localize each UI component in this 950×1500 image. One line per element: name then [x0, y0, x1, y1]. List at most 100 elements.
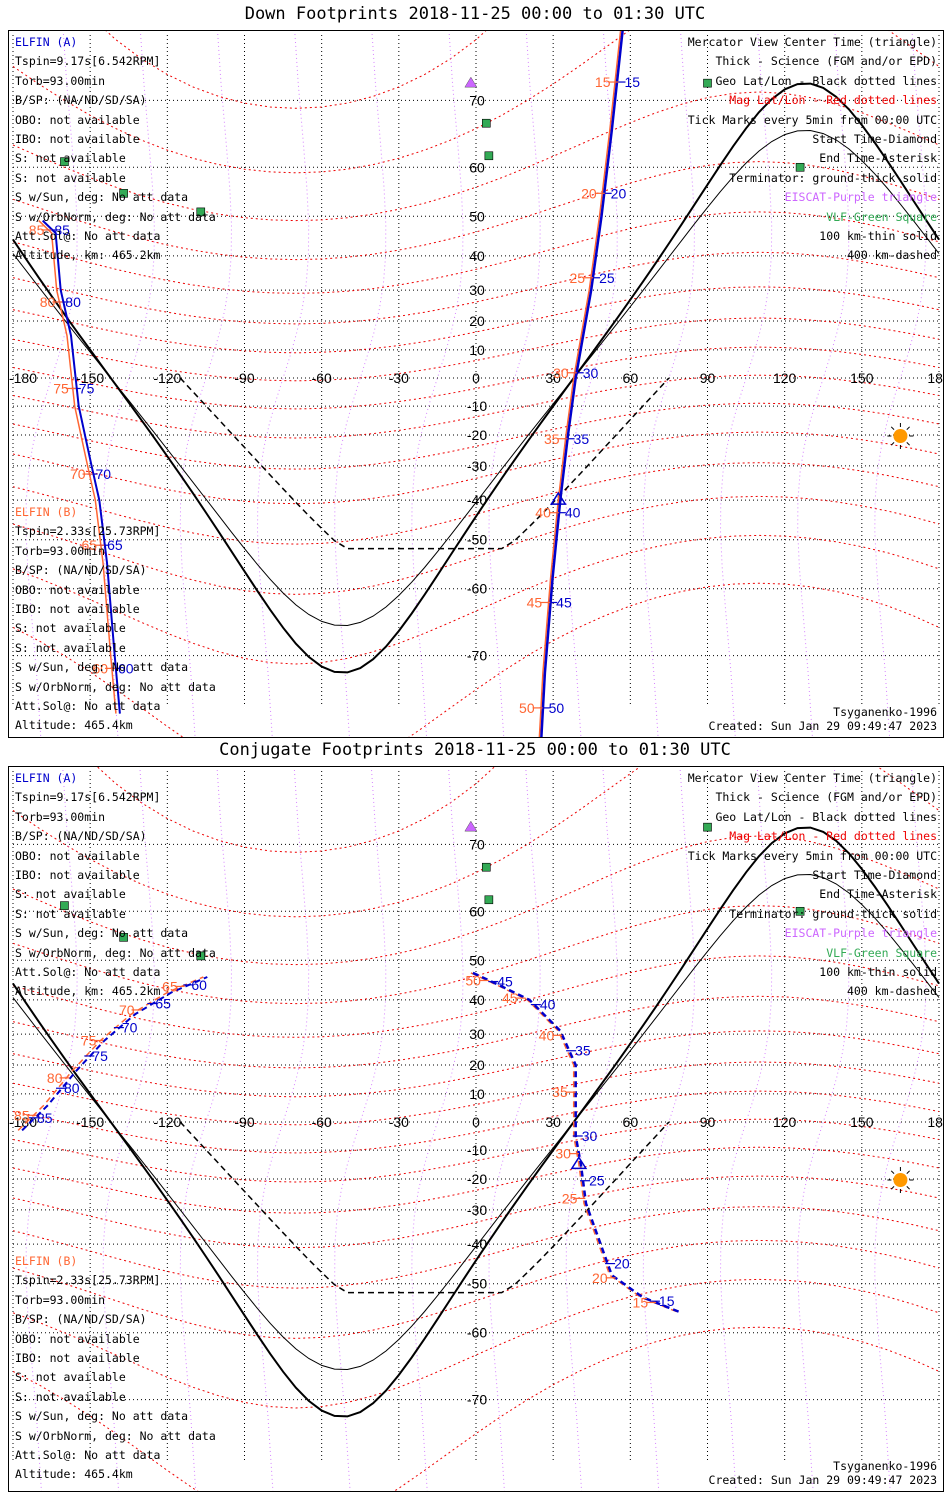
mag-parallel [12, 955, 940, 1038]
vlf-square [196, 207, 206, 217]
legend-dashed: 400 km-dashed [846, 984, 937, 999]
sat-b-line: S: not available [15, 1370, 126, 1385]
mag-meridian [179, 767, 233, 1491]
track-a-east-label: 20 [611, 185, 627, 201]
lat-tick-label: -30 [467, 458, 487, 474]
sun-ray [906, 1186, 910, 1190]
eiscat-triangle [464, 820, 478, 832]
lon-tick-label: -60 [312, 1114, 332, 1130]
lon-tick-label: 0 [472, 370, 480, 386]
map-panel-down: -180 -150 -120 -90 -60 -30 0 30 60 90 120 150 180 70 6… [8, 30, 944, 738]
lat-tick-label: -60 [467, 581, 487, 597]
map-canvas-down: -180 -150 -120 -90 -60 -30 0 30 60 90 120 150 180 70 6… [9, 31, 943, 737]
lat-tick-label: 60 [469, 903, 485, 919]
mag-parallel [12, 31, 940, 174]
sat-a-line: S: not available [15, 170, 126, 185]
legend-vlf: VLF-Green Square [826, 945, 937, 960]
track-b-west-label: 70 [119, 1002, 135, 1018]
lat-tick-label: 20 [469, 1057, 485, 1073]
mag-parallel [12, 767, 940, 918]
track-b-east-label: 40 [539, 1027, 555, 1043]
track-b-east-label: 25 [562, 1190, 578, 1206]
legend-terminator: Terminator: ground-thick solid [729, 906, 937, 921]
mag-parallel [12, 91, 940, 222]
mag-parallel [12, 835, 940, 966]
sat-a-name: ELFIN (A) [15, 35, 78, 49]
mag-parallel [12, 905, 940, 1005]
sat-b-line: B/SP: (NA/ND/SD/SA) [15, 563, 147, 578]
track-a-east-label: 25 [589, 1173, 605, 1189]
sat-b-line: Torb=93.00min [15, 543, 106, 558]
mag-parallel [12, 1118, 940, 1183]
track-a-west-label: 80 [64, 1080, 80, 1096]
vlf-square [119, 933, 128, 942]
eiscat-triangle [464, 76, 478, 88]
mag-meridian [874, 767, 927, 1491]
sat-b-line: OBO: not available [15, 582, 140, 597]
track-b-east-label: 35 [552, 1084, 568, 1100]
sat-a-line: Altitude, km: 465.2km [15, 984, 161, 999]
legend-ticks: Tick Marks every 5min from 00:00 UTC [687, 848, 937, 863]
lat-tick-label: 10 [469, 1086, 485, 1102]
center-time-triangle-a [570, 1155, 588, 1170]
track-b-east-label: 50 [519, 700, 535, 716]
model-label: Tsyganenko-1996 [833, 1459, 937, 1473]
sun-ray [890, 426, 895, 430]
sat-b-line: Tspin=2.33s[25.73RPM] [15, 1273, 161, 1288]
sat-a-line: IBO: not available [15, 868, 140, 883]
mag-meridian [797, 767, 850, 1491]
sat-b-line: Altitude: 465.4km [15, 718, 133, 733]
sat-a-line: OBO: not available [15, 848, 140, 863]
track-b-east-label: 15 [595, 74, 611, 90]
lon-tick-label: -30 [389, 1114, 409, 1130]
lon-tick-label: -30 [389, 370, 409, 386]
mag-meridian [874, 31, 927, 737]
lon-tick-label: 120 [773, 1114, 797, 1130]
track-b-west-label: 80 [40, 294, 56, 310]
panel-title-down: Down Footprints 2018-11-25 00:00 to 01:3… [244, 4, 706, 24]
mag-meridian [719, 31, 773, 737]
track-b-west-label: 60 [92, 660, 108, 676]
track-b-east-label: 45 [502, 990, 518, 1006]
track-b-east-label: 30 [555, 1146, 571, 1162]
track-b-east-label: 35 [544, 431, 560, 447]
track-b-west-label: 65 [162, 978, 178, 994]
vlf-square [196, 951, 206, 961]
sat-b-line: Att.Sol@: No att data [15, 699, 161, 714]
mag-parallel [12, 211, 940, 294]
center-time-triangle-a [549, 491, 567, 505]
sun-ray [906, 1170, 910, 1174]
track-b-east-label: 15 [633, 1294, 649, 1310]
vlf-square [795, 162, 805, 172]
vlf-square [795, 906, 805, 916]
mag-meridian [411, 767, 464, 1491]
terminator-400km [179, 1121, 670, 1294]
mag-parallel [12, 374, 940, 439]
sun-ray [890, 1186, 895, 1190]
sat-b-line: S: not available [15, 1389, 126, 1404]
lon-tick-label: 90 [700, 370, 716, 386]
vlf-square [60, 157, 69, 166]
lat-tick-label: 50 [469, 952, 485, 968]
track-b-east-label: 25 [570, 270, 586, 286]
legend-vlf: VLF-Green Square [826, 209, 937, 224]
legend-mag: Mag Lat/Lon - Red dotted lines [729, 829, 937, 844]
sat-a-line: Tspin=9.17s[6.542RPM] [15, 790, 161, 805]
sat-a-line: S: not available [15, 887, 126, 902]
sat-a-name: ELFIN (A) [15, 771, 78, 785]
track-b-west-label: 65 [82, 537, 98, 553]
map-panel-conjugate: -180-150-120-90-60-300306090120150180706… [8, 766, 944, 1492]
track-a-west-label: 65 [155, 996, 171, 1012]
lon-tick-label: -60 [312, 370, 332, 386]
sat-a-info: ELFIN (A) Tspin=9.17s[6.542RPM] Torb=93.… [15, 33, 216, 266]
lat-tick-label: 50 [469, 208, 485, 224]
sat-a-line: OBO: not available [15, 112, 140, 127]
mag-parallel [12, 317, 940, 382]
lon-tick-label: 90 [700, 1114, 716, 1130]
track-b-east-label: 50 [465, 972, 481, 988]
sun-icon [893, 429, 908, 443]
mag-parallel [12, 402, 940, 470]
mag-parallel [12, 534, 940, 665]
legend-end: End Time-Asterisk [819, 887, 937, 902]
mag-meridian [565, 767, 618, 1491]
